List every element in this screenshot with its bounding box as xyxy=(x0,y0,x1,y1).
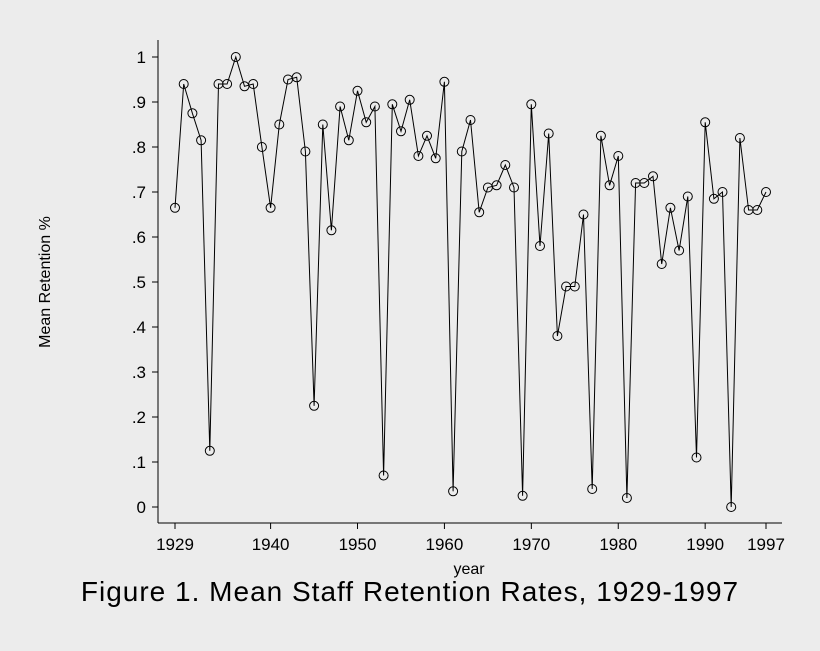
y-axis-title: Mean Retention % xyxy=(37,216,54,348)
data-point xyxy=(700,117,711,128)
data-point xyxy=(196,135,207,146)
x-tick-label: 1970 xyxy=(512,535,550,554)
x-tick-label: 1990 xyxy=(686,535,724,554)
data-point xyxy=(543,128,554,139)
data-point xyxy=(343,135,354,146)
data-point xyxy=(552,331,563,341)
data-point xyxy=(648,171,658,182)
data-point xyxy=(361,117,372,128)
data-point xyxy=(317,119,328,130)
data-point xyxy=(300,146,311,157)
data-point xyxy=(569,281,580,292)
x-axis-title: year xyxy=(453,561,485,578)
data-point xyxy=(691,452,702,463)
data-point xyxy=(187,108,198,119)
data-point xyxy=(665,202,676,213)
data-point xyxy=(222,79,233,89)
data-point xyxy=(465,115,476,125)
series-line xyxy=(174,55,767,508)
y-tick-label: .4 xyxy=(132,318,146,337)
data-point xyxy=(335,101,346,112)
x-tick-label: 1980 xyxy=(599,535,637,554)
y-tick-label: 1 xyxy=(137,48,146,67)
data-point xyxy=(656,259,667,269)
data-point xyxy=(404,94,415,105)
data-point xyxy=(578,209,589,220)
plot-area xyxy=(170,52,771,512)
data-point xyxy=(265,202,276,213)
data-point xyxy=(474,207,485,218)
y-tick-label: .8 xyxy=(132,138,146,157)
x-tick-label: 1997 xyxy=(747,535,785,554)
data-point xyxy=(587,484,598,494)
data-point xyxy=(734,133,745,143)
data-point xyxy=(535,241,545,251)
data-point xyxy=(708,193,719,204)
data-point xyxy=(387,99,398,110)
data-point xyxy=(491,180,502,191)
data-point xyxy=(378,470,389,481)
data-point xyxy=(526,99,537,110)
x-tick-label: 1929 xyxy=(156,535,194,554)
data-point xyxy=(230,52,241,62)
data-point xyxy=(621,493,632,503)
data-point xyxy=(639,178,650,188)
data-point xyxy=(170,202,180,213)
data-point xyxy=(613,151,624,161)
y-tick-label: .7 xyxy=(132,183,146,202)
y-tick-label: .2 xyxy=(132,408,146,427)
x-tick-label: 1940 xyxy=(252,535,290,554)
data-point xyxy=(456,146,467,157)
data-point xyxy=(204,445,215,456)
y-tick-label: .5 xyxy=(132,273,146,292)
x-tick-label: 1950 xyxy=(339,535,377,554)
y-tick-label: 0 xyxy=(137,498,146,517)
data-point xyxy=(274,119,285,130)
y-tick-label: .9 xyxy=(132,93,146,112)
axes: 0 .1 .2 .3 .4 .5 .6 .7 .8 .9 1 1929 1940 1950 1960 1970… xyxy=(37,40,785,578)
data-point xyxy=(430,153,441,164)
data-point xyxy=(309,400,320,411)
data-point xyxy=(752,205,763,215)
y-tick-label: .6 xyxy=(132,228,146,247)
data-point xyxy=(413,151,424,161)
data-point xyxy=(178,79,189,89)
figure-caption: Figure 1. Mean Staff Retention Rates, 19… xyxy=(80,576,740,607)
data-point xyxy=(439,76,450,87)
x-tick-label: 1960 xyxy=(426,535,464,554)
data-point xyxy=(509,182,519,193)
data-point xyxy=(422,130,432,141)
data-point xyxy=(717,187,728,197)
data-point xyxy=(604,180,615,191)
data-point xyxy=(291,72,302,83)
data-point xyxy=(500,160,511,170)
data-point xyxy=(352,85,363,96)
data-point xyxy=(248,79,259,89)
data-point xyxy=(517,490,528,501)
y-tick-label: .3 xyxy=(132,363,146,382)
y-tick-label: .1 xyxy=(132,453,146,472)
data-point xyxy=(726,502,737,512)
data-point xyxy=(326,225,337,236)
data-point xyxy=(674,245,685,256)
data-point xyxy=(682,191,693,202)
data-point xyxy=(396,126,406,137)
data-point xyxy=(761,187,771,197)
data-point xyxy=(256,142,267,152)
data-point xyxy=(595,130,606,141)
data-point xyxy=(369,101,380,112)
data-point xyxy=(448,486,459,497)
